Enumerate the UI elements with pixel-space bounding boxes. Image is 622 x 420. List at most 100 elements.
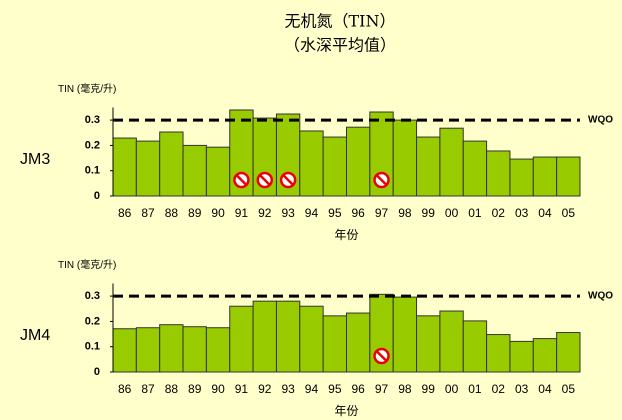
- y-tick-label: 0.3: [85, 114, 100, 126]
- x-tick-label: 03: [515, 206, 529, 220]
- bar: [229, 305, 254, 373]
- bar: [486, 150, 511, 197]
- x-tick-label: 98: [398, 382, 412, 396]
- x-tick-label: 91: [235, 206, 249, 220]
- x-tick-label: 94: [305, 206, 319, 220]
- x-tick-label: 05: [562, 382, 576, 396]
- x-tick-label: 02: [492, 206, 506, 220]
- bar: [346, 312, 371, 373]
- flag-slash: [375, 174, 388, 186]
- bar: [252, 300, 277, 373]
- reference-label: WQO: [588, 115, 613, 126]
- x-tick-label: 87: [141, 382, 155, 396]
- bar: [532, 338, 558, 373]
- x-tick-label: 88: [165, 382, 179, 396]
- x-tick-label: 86: [118, 206, 132, 220]
- x-tick-label: 89: [188, 382, 202, 396]
- panel-label: JM4: [20, 327, 50, 344]
- bar: [346, 126, 371, 197]
- flag-slash: [258, 174, 271, 186]
- x-tick-label: 95: [328, 206, 342, 220]
- bar: [532, 156, 558, 197]
- bar: [392, 119, 418, 197]
- x-tick-label: 91: [235, 382, 249, 396]
- flag-icon: [233, 171, 250, 189]
- y-axis-label: TIN (毫克/升): [58, 82, 116, 95]
- x-tick-label: 99: [422, 382, 436, 396]
- flag-icon: [373, 347, 390, 365]
- bar: [416, 315, 441, 373]
- x-tick-label: 92: [258, 382, 272, 396]
- x-tick-label: 95: [328, 382, 342, 396]
- reference-label: WQO: [588, 291, 613, 302]
- bar: [392, 296, 418, 373]
- bar: [322, 136, 347, 197]
- x-tick-label: 04: [538, 382, 552, 396]
- bar: [135, 140, 161, 197]
- bar: [416, 136, 441, 197]
- bar: [112, 137, 137, 197]
- x-tick-label: 01: [468, 382, 482, 396]
- panel-label: JM3: [20, 151, 50, 168]
- x-tick-label: 04: [538, 206, 552, 220]
- bar: [182, 144, 207, 197]
- chart-title: 无机氮（TIN）: [285, 12, 396, 31]
- bar: [462, 320, 488, 373]
- x-tick-label: 96: [351, 206, 365, 220]
- bar: [299, 130, 324, 197]
- bar: [486, 334, 511, 373]
- y-tick-label: 0.1: [85, 341, 100, 353]
- chart-subtitle: （水深平均值）: [284, 36, 396, 55]
- bar: [462, 140, 488, 197]
- x-tick-label: 01: [468, 206, 482, 220]
- bar: [439, 310, 464, 373]
- bar: [205, 146, 231, 197]
- x-tick-label: 94: [305, 382, 319, 396]
- bar: [439, 127, 464, 197]
- x-tick-label: 87: [141, 206, 155, 220]
- flag-slash: [375, 350, 388, 362]
- flag-icon: [373, 171, 390, 189]
- bar: [556, 332, 581, 373]
- y-tick-label: 0.2: [85, 139, 100, 151]
- y-tick-label: 0.1: [85, 165, 100, 177]
- bar: [556, 156, 581, 197]
- flag-icon: [256, 171, 274, 189]
- y-tick-label: 0: [94, 366, 100, 378]
- bar: [135, 327, 161, 373]
- x-tick-label: 86: [118, 382, 132, 396]
- bar: [182, 326, 207, 373]
- bar: [275, 300, 301, 373]
- x-tick-label: 88: [165, 206, 179, 220]
- bar: [509, 340, 534, 373]
- x-tick-label: 93: [281, 206, 295, 220]
- bar: [205, 327, 231, 373]
- x-tick-label: 05: [562, 206, 576, 220]
- x-tick-label: 02: [492, 382, 506, 396]
- x-tick-label: 98: [398, 206, 412, 220]
- y-axis-label: TIN (毫克/升): [58, 258, 116, 271]
- x-tick-label: 93: [281, 382, 295, 396]
- y-tick-label: 0.2: [85, 315, 100, 327]
- x-tick-label: 90: [211, 382, 225, 396]
- flag-slash: [282, 174, 295, 186]
- bar: [112, 328, 137, 373]
- x-axis-label: 年份: [334, 228, 358, 242]
- x-tick-label: 96: [351, 382, 365, 396]
- x-axis-label: 年份: [334, 404, 358, 418]
- y-tick-label: 0.3: [85, 290, 100, 302]
- bar: [159, 324, 184, 373]
- x-tick-label: 97: [375, 206, 389, 220]
- bar: [322, 315, 347, 373]
- x-tick-label: 90: [211, 206, 225, 220]
- y-tick-label: 0: [94, 190, 100, 202]
- bar: [159, 131, 184, 197]
- x-tick-label: 00: [445, 382, 459, 396]
- bar: [299, 305, 324, 373]
- bar: [509, 158, 534, 197]
- x-tick-label: 03: [515, 382, 529, 396]
- x-tick-label: 92: [258, 206, 272, 220]
- x-tick-label: 97: [375, 382, 389, 396]
- x-tick-label: 00: [445, 206, 459, 220]
